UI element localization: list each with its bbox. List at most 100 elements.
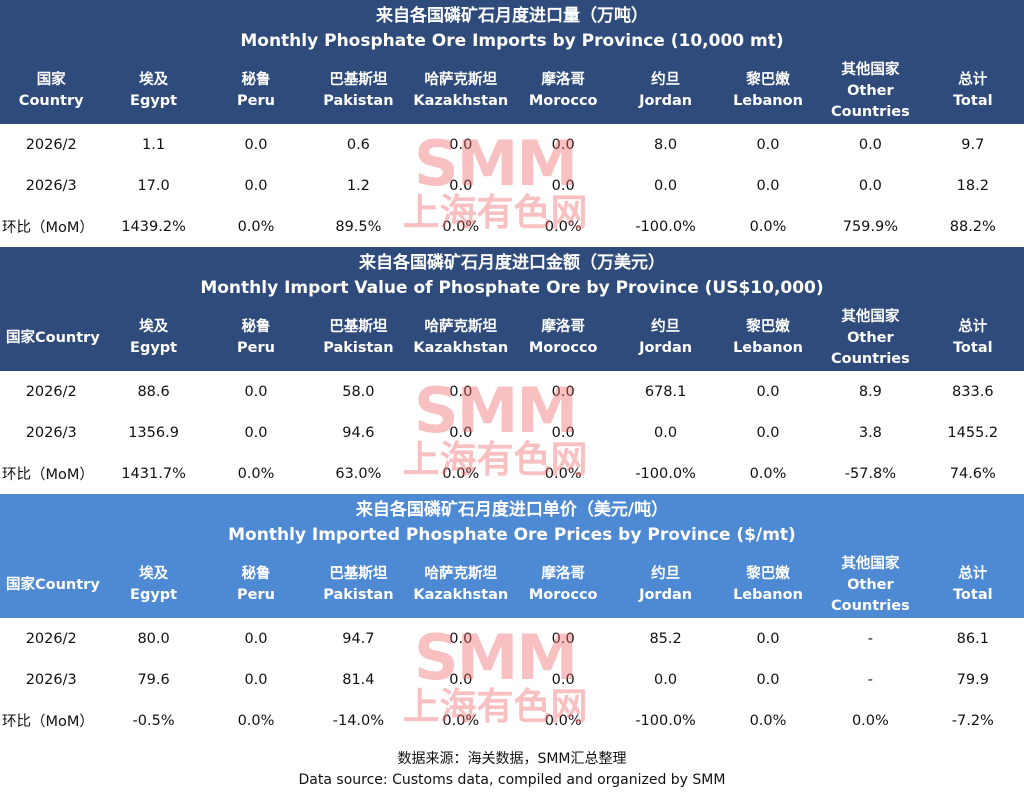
header-line: 总计: [958, 319, 988, 335]
header-line: Lebanon: [733, 340, 803, 356]
table-cell: 0.0: [756, 630, 780, 647]
header-line: Lebanon: [733, 93, 803, 109]
header-line: 摩洛哥: [541, 566, 585, 582]
title-zh: 来自各国磷矿石月度进口金额（万美元）: [359, 253, 665, 273]
column-header: 哈萨克斯坦 Kazakhstan: [409, 552, 512, 618]
header-line: Jordan: [639, 340, 693, 356]
column-header: 巴基斯坦 Pakistan: [307, 552, 410, 618]
table-cell: 0.0: [756, 177, 780, 194]
table-cell: 58.0: [342, 383, 375, 400]
table-cell: 0.0: [551, 424, 575, 441]
table-cell: 0.0%: [442, 218, 480, 235]
title-en: Monthly Phosphate Ore Imports by Provinc…: [240, 31, 784, 51]
header-line: Jordan: [639, 93, 693, 109]
header-line: Kazakhstan: [413, 340, 509, 356]
table-cell: 0.0: [244, 383, 268, 400]
column-header: 巴基斯坦 Pakistan: [307, 58, 410, 124]
table-cell: 1439.2%: [121, 218, 186, 235]
header-line: Total: [952, 340, 993, 356]
table-cell: 0.0: [756, 383, 780, 400]
table-cell: 833.6: [952, 383, 994, 400]
header-line: 埃及: [139, 72, 169, 88]
table-cell: 0.0: [654, 671, 678, 688]
table-title: 来自各国磷矿石月度进口量（万吨） Monthly Phosphate Ore Im…: [0, 0, 1024, 58]
header-line: 约旦: [651, 319, 681, 335]
table-cell: 0.0: [449, 424, 473, 441]
column-header: 哈萨克斯坦 Kazakhstan: [409, 58, 512, 124]
table-cell: 0.0%: [237, 465, 275, 482]
table-cell: 74.6%: [949, 465, 996, 482]
header-line: 约旦: [651, 72, 681, 88]
table-cell: 1455.2: [947, 424, 999, 441]
header-line: Other: [847, 576, 894, 593]
table-cell: 2026/2: [25, 383, 77, 400]
table-cell: 0.0: [551, 136, 575, 153]
table-cell: 1.2: [346, 177, 370, 194]
table-cell: 0.0: [244, 630, 268, 647]
header-line: 黎巴嫩: [746, 72, 790, 88]
table-cell: 63.0%: [335, 465, 382, 482]
header-line: Other: [847, 329, 894, 346]
table-cell: 0.0: [756, 424, 780, 441]
header-line: 总计: [958, 72, 988, 88]
header-line: Egypt: [130, 93, 178, 109]
table-title: 来自各国磷矿石月度进口单价（美元/吨） Monthly Imported Phos…: [0, 494, 1024, 552]
header-line: Morocco: [528, 340, 598, 356]
column-header: 约旦 Jordan: [614, 552, 717, 618]
table-cell: 环比（MoM）: [2, 220, 94, 236]
table-cell: 0.0: [449, 383, 473, 400]
table-cell: 2026/3: [25, 424, 77, 441]
column-header: 黎巴嫩 Lebanon: [716, 305, 820, 371]
table-cell: 0.0: [449, 136, 473, 153]
header-line: 国家Country: [6, 329, 100, 346]
table-cell: 0.0: [244, 136, 268, 153]
header-line: 秘鲁: [241, 319, 271, 335]
header-line: 其他国家: [841, 61, 900, 78]
table-cell: 94.6: [342, 424, 375, 441]
table-cell: 0.0%: [237, 218, 275, 235]
column-header: 摩洛哥 Morocco: [512, 58, 615, 124]
table-cell: -: [867, 671, 873, 688]
title-zh: 来自各国磷矿石月度进口量（万吨）: [376, 6, 648, 26]
header-line: Lebanon: [733, 587, 803, 603]
title-zh: 来自各国磷矿石月度进口单价（美元/吨）: [355, 500, 669, 520]
column-header: 约旦 Jordan: [614, 58, 717, 124]
header-line: Peru: [237, 93, 275, 109]
table-cell: 9.7: [961, 136, 985, 153]
table-cell: 0.0%: [544, 218, 582, 235]
table-cell: 1.1: [142, 136, 166, 153]
table-cell: 1431.7%: [121, 465, 186, 482]
header-line: 哈萨克斯坦: [424, 566, 498, 582]
column-header: 埃及 Egypt: [102, 58, 205, 124]
header-line: Egypt: [130, 340, 178, 356]
table-cell: 2026/3: [25, 177, 77, 194]
header-line: Morocco: [528, 587, 598, 603]
table-cell: 0.0: [551, 630, 575, 647]
header-line: Pakistan: [323, 587, 394, 603]
header-line: 其他国家: [841, 555, 900, 572]
column-header: 黎巴嫩 Lebanon: [716, 552, 820, 618]
header-line: Country: [18, 93, 84, 109]
table-cell: 0.0%: [749, 218, 787, 235]
column-header: 国家Country: [0, 305, 103, 371]
table-cell: 0.0: [858, 177, 882, 194]
table-cell: 678.1: [644, 383, 687, 400]
title-en: Monthly Import Value of Phosphate Ore by…: [200, 278, 824, 298]
table-cell: 0.0%: [749, 712, 787, 729]
header-line: 秘鲁: [241, 72, 271, 88]
header-line: Egypt: [130, 587, 178, 603]
table-cell: 0.0: [756, 136, 780, 153]
table-cell: 0.0%: [544, 712, 582, 729]
header-line: 巴基斯坦: [329, 72, 388, 88]
table-cell: 79.9: [956, 671, 989, 688]
source-en: Data source: Customs data, compiled and …: [298, 772, 726, 788]
column-header: 其他国家 Other Countries: [819, 58, 922, 124]
column-header: 约旦 Jordan: [614, 305, 717, 371]
column-header: 埃及 Egypt: [102, 305, 205, 371]
table-cell: 0.0%: [237, 712, 275, 729]
table-cell: 0.0%: [442, 465, 480, 482]
table-cell: 0.0: [654, 177, 678, 194]
header-line: 国家Country: [6, 576, 100, 593]
table-cell: 0.0: [551, 177, 575, 194]
header-line: Peru: [237, 340, 275, 356]
